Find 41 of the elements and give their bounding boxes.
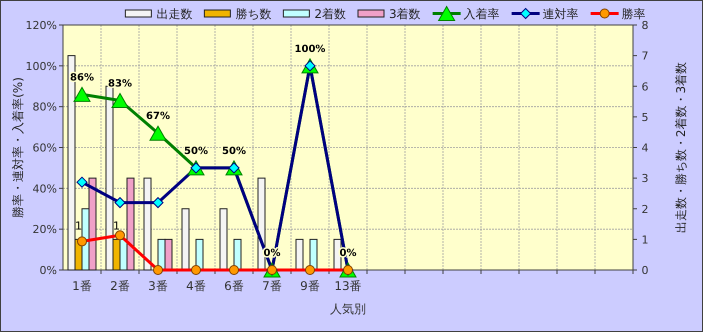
legend-label: 出走数 [156, 7, 192, 21]
y2-tick-label: 3 [642, 172, 648, 186]
y2-tick-label: 0 [642, 264, 648, 277]
y2-tick-label: 4 [642, 142, 648, 154]
y2-tick-label: 7 [642, 50, 648, 63]
y-axis-title: 勝率・連対率・入着率(%) [11, 77, 25, 218]
x-axis-title: 人気別 [330, 302, 366, 316]
y2-tick-label: 5 [642, 110, 648, 124]
y-tick-label: 0% [40, 264, 57, 277]
data-label: 50% [222, 146, 246, 157]
y-tick-label: 80% [32, 100, 57, 114]
y-tick-label: 20% [32, 223, 57, 236]
legend-label: 勝ち数 [235, 7, 272, 21]
y-tick-label: 60% [32, 142, 57, 154]
legend-label: 2着数 [314, 7, 346, 21]
x-tick-label: 3番 [148, 279, 168, 293]
data-label: 50% [184, 146, 208, 157]
y2-axis-title: 出走数・勝ち数・2着数・3着数 [674, 62, 688, 234]
x-tick-label: 2番 [110, 279, 130, 293]
legend-label: 連対率 [542, 7, 579, 21]
x-tick-label: 6番 [224, 279, 244, 293]
data-label: 67% [146, 111, 170, 122]
data-label: 100% [294, 44, 326, 55]
y2-tick-label: 8 [642, 19, 648, 32]
data-label: 1 [113, 219, 120, 232]
data-label: 83% [108, 78, 132, 90]
legend-label: 3着数 [389, 7, 421, 21]
x-tick-label: 1番 [72, 279, 92, 293]
y-tick-label: 100% [26, 60, 57, 73]
x-tick-label: 7番 [262, 279, 282, 293]
data-label: 1 [75, 219, 82, 232]
y2-tick-label: 2 [642, 202, 648, 216]
legend-label: 入着率 [464, 7, 500, 21]
x-tick-label: 9番 [300, 279, 320, 293]
y-tick-label: 120% [26, 19, 57, 32]
x-tick-label: 4番 [186, 279, 206, 293]
legend-label: 勝率 [622, 7, 646, 21]
y-tick-label: 40% [32, 182, 57, 196]
x-tick-label: 13番 [334, 279, 362, 293]
y2-tick-label: 1 [642, 233, 648, 246]
y2-tick-label: 6 [642, 80, 648, 94]
